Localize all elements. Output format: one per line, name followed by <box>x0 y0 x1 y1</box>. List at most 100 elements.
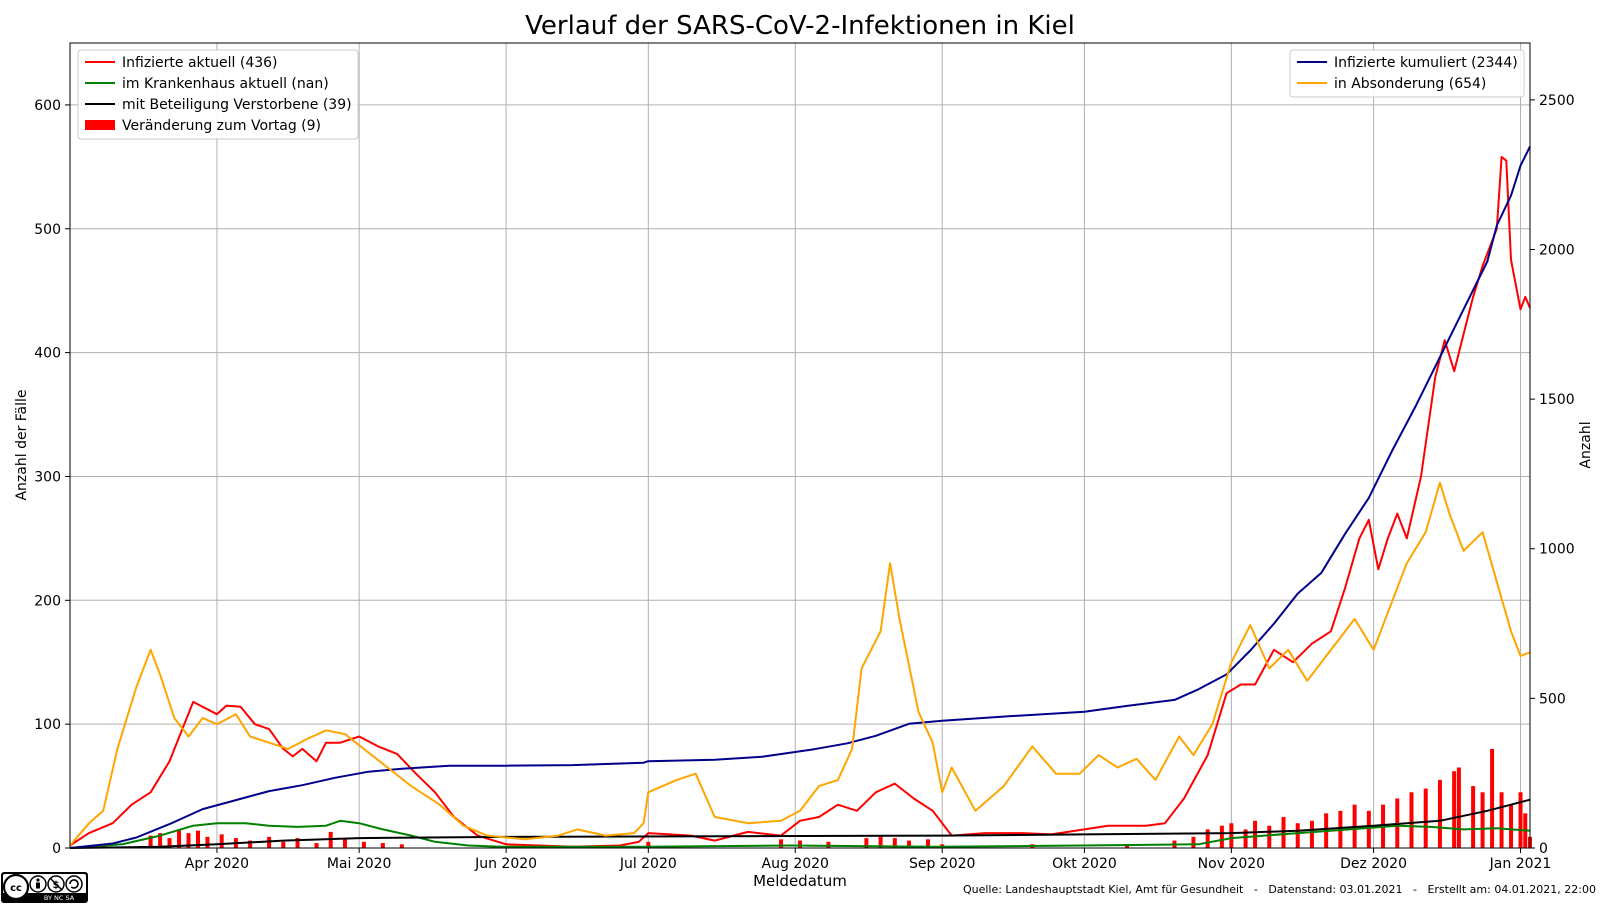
plot-frame <box>69 42 1531 849</box>
bar-veraenderung <box>1281 817 1286 848</box>
svg-text:$: $ <box>53 880 60 891</box>
sa-icon <box>65 875 83 893</box>
y-left-tick-label: 300 <box>34 469 61 485</box>
x-tick-label: Jul 2020 <box>619 856 677 872</box>
x-axis-ticks: Apr 2020 Mai 2020 Jun 2020 Jul 2020 Aug 2020… <box>185 848 1551 872</box>
series-line-im-krankenhaus-aktuell-nan <box>69 819 1531 849</box>
series-line-in-absonderung-654 <box>69 481 1531 847</box>
bar-veraenderung <box>186 833 191 848</box>
x-tick-label: Sep 2020 <box>909 856 975 872</box>
bar-veraenderung <box>907 840 912 848</box>
bar-veraenderung <box>1366 810 1371 848</box>
y-right-tick-label: 2000 <box>1539 242 1575 258</box>
bar-veraenderung <box>281 841 286 848</box>
series-line-infizierte-aktuell-436 <box>69 155 1531 848</box>
bar-veraenderung <box>219 834 224 848</box>
y-axis-left-ticks: 0 100 200 300 400 500 600 <box>34 98 70 857</box>
bar-veraenderung <box>1423 788 1428 848</box>
bar-veraenderung <box>342 839 347 848</box>
legend-left-box <box>77 49 359 140</box>
bar-veraenderung <box>1243 829 1248 848</box>
y-left-tick-label: 400 <box>34 346 61 362</box>
y-right-tick-label: 0 <box>1539 841 1548 857</box>
legend-right-box <box>1289 49 1525 98</box>
bar-veraenderung <box>925 839 930 848</box>
bar-veraenderung <box>361 841 366 848</box>
legend-label-absonderung: in Absonderung (654) <box>1334 76 1486 92</box>
legend-label-krankenhaus: im Krankenhaus aktuell (nan) <box>122 76 329 92</box>
bar-veraenderung <box>1267 825 1272 848</box>
y-axis-right-ticks: 0 500 1000 1500 2000 2500 <box>1530 93 1575 857</box>
bar-veraenderung <box>248 840 253 848</box>
bar-veraenderung <box>1309 820 1314 848</box>
legend-right: Infizierte kumuliert (2344) in Absonderu… <box>1289 49 1525 98</box>
x-tick-label: Aug 2020 <box>762 856 829 872</box>
series-line-mit-beteiligung-verstorbene-39 <box>69 798 1531 849</box>
bar-veraenderung <box>399 844 404 848</box>
bar-veraenderung <box>798 840 802 848</box>
bar-veraenderung <box>158 833 163 848</box>
y-axis-left-label: Anzahl der Fälle <box>14 389 30 500</box>
footer-source: Quelle: Landeshauptstadt Kiel, Amt für G… <box>963 883 1596 896</box>
x-axis-label: Meldedatum <box>753 872 847 890</box>
x-tick-label: Mai 2020 <box>327 856 392 872</box>
bar-veraenderung <box>1253 820 1258 848</box>
y-right-tick-label: 500 <box>1539 691 1566 707</box>
bar-veraenderung <box>267 836 272 848</box>
bar-veraenderung <box>1205 829 1210 848</box>
bar-veraenderung <box>1471 786 1476 848</box>
y-right-tick-label: 2500 <box>1539 93 1575 109</box>
x-tick-label: Nov 2020 <box>1198 856 1265 872</box>
y-left-tick-label: 600 <box>34 98 61 114</box>
bar-veraenderung <box>1229 823 1234 848</box>
legend-label-infizierte-aktuell: Infizierte aktuell (436) <box>122 55 278 71</box>
bar-veraenderung <box>380 843 385 848</box>
chart-title: Verlauf der SARS-CoV-2-Infektionen in Ki… <box>525 11 1075 41</box>
y-left-tick-label: 0 <box>52 841 61 857</box>
legend-left: Infizierte aktuell (436) im Krankenhaus … <box>77 49 359 140</box>
legend-label-verstorbene: mit Beteiligung Verstorbene (39) <box>122 97 352 113</box>
bar-veraenderung <box>864 838 869 848</box>
bar-veraenderung <box>1456 767 1461 848</box>
bar-veraenderung <box>1219 825 1224 848</box>
series-line-infizierte-kumuliert-2344 <box>69 146 1531 849</box>
x-tick-label: Apr 2020 <box>185 856 249 872</box>
bar-veraenderung <box>646 841 651 848</box>
bar-veraenderung <box>1490 748 1495 848</box>
bar-veraenderung <box>148 835 153 848</box>
y-right-tick-label: 1500 <box>1539 392 1575 408</box>
bar-veraenderung <box>1509 804 1514 848</box>
lines-layer <box>69 146 1531 849</box>
bar-veraenderung <box>779 839 784 848</box>
bar-veraenderung <box>1480 792 1485 848</box>
bar-veraenderung <box>1191 836 1196 848</box>
y-right-tick-label: 1000 <box>1539 542 1575 558</box>
legend-label-kumuliert: Infizierte kumuliert (2344) <box>1334 55 1518 71</box>
legend-label-veraenderung: Veränderung zum Vortag (9) <box>122 118 321 134</box>
cc-icon <box>2 873 30 901</box>
bar-veraenderung <box>878 835 883 848</box>
y-left-tick-label: 100 <box>34 717 61 733</box>
x-tick-label: Dez 2020 <box>1340 856 1407 872</box>
x-tick-label: Okt 2020 <box>1052 856 1117 872</box>
y-left-tick-label: 500 <box>34 222 61 238</box>
gridlines <box>70 43 1530 849</box>
legend-swatch-veraenderung <box>85 120 115 130</box>
y-axis-right-label: Anzahl <box>1578 421 1594 468</box>
y-left-tick-label: 200 <box>34 593 61 609</box>
license-badge-text: BY NC SA <box>44 894 75 902</box>
bar-veraenderung <box>177 829 182 848</box>
bar-veraenderung <box>195 830 200 848</box>
bar-veraenderung <box>1452 771 1457 848</box>
x-tick-label: Jun 2020 <box>474 856 537 872</box>
bar-veraenderung <box>1295 823 1300 848</box>
bar-veraenderung <box>314 843 319 848</box>
bar-veraenderung <box>1437 779 1442 848</box>
bar-veraenderung <box>1518 792 1523 848</box>
bars-layer <box>148 748 1532 848</box>
license-badge: cc $ BY NC SA <box>1 872 88 903</box>
bar-veraenderung <box>1499 792 1504 848</box>
bar-veraenderung <box>167 838 172 848</box>
bar-veraenderung <box>1409 792 1414 848</box>
